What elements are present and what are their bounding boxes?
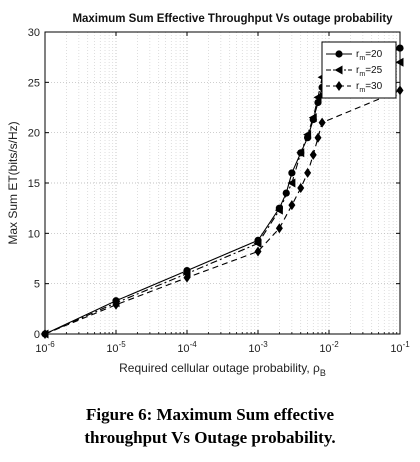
y-axis-label: Max Sum ET(bits/s/Hz) (6, 121, 20, 244)
y-tick-label: 0 (34, 329, 40, 341)
chart-title: Maximum Sum Effective Throughput Vs outa… (72, 13, 393, 25)
x-tick-label: 10-5 (106, 340, 126, 355)
y-tick-label: 25 (28, 77, 40, 89)
figure-caption-line-1: Figure 6: Maximum Sum effective (0, 404, 420, 426)
y-tick-label: 30 (28, 27, 40, 39)
y-tick-label: 15 (28, 178, 40, 190)
x-tick-label: 10-6 (35, 340, 55, 355)
x-tick-label: 10-2 (319, 340, 339, 355)
legend-marker-1 (335, 50, 342, 57)
y-tick-label: 10 (28, 228, 40, 240)
figure-caption-line-2: throughput Vs Outage probability. (0, 427, 420, 449)
x-tick-label: 10-3 (248, 340, 268, 355)
y-tick-label: 20 (28, 128, 40, 140)
x-tick-label: 10-1 (390, 340, 410, 355)
y-tick-label: 5 (34, 279, 40, 291)
x-axis-label: Required cellular outage probability, ρB (119, 361, 326, 378)
x-tick-label: 10-4 (177, 340, 197, 355)
series-1-point (396, 45, 403, 52)
chart: 0 5 10 15 20 25 30 10-6 10-5 10-4 10-3 10-2 10-1 Maxi… (0, 0, 420, 400)
